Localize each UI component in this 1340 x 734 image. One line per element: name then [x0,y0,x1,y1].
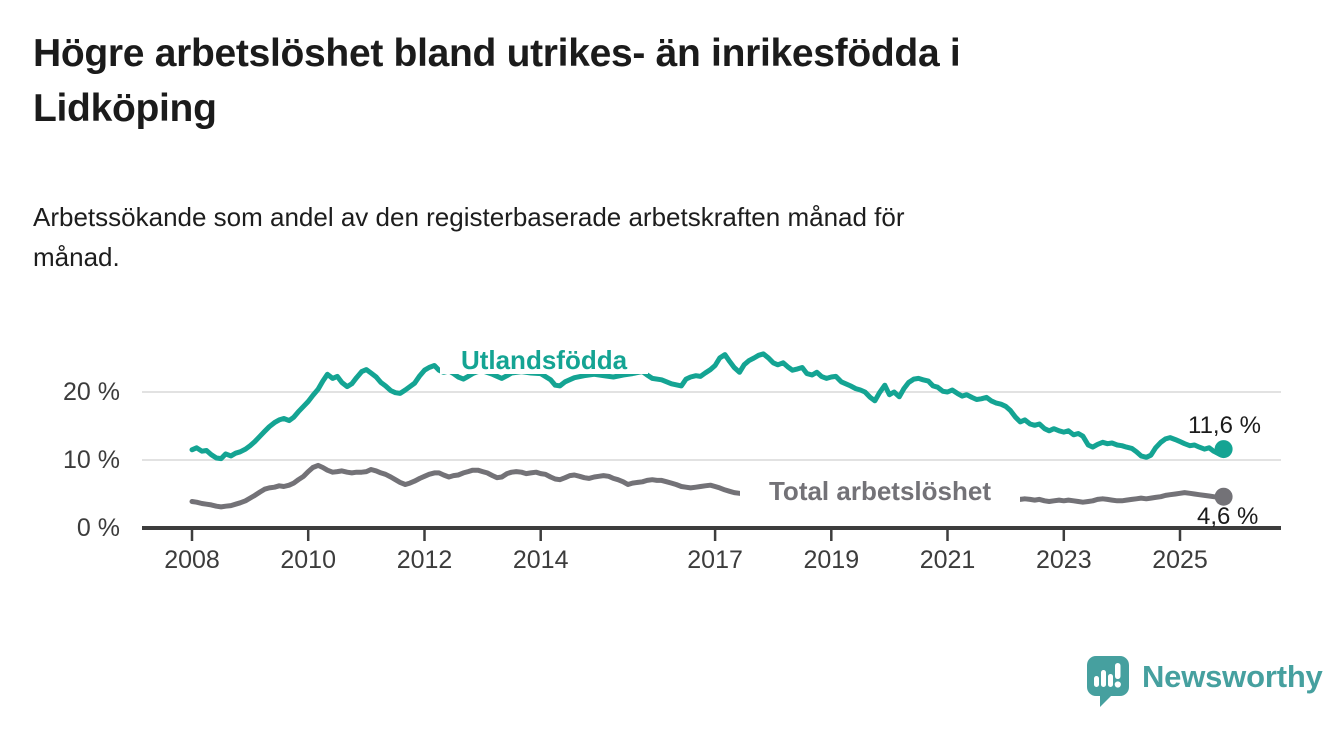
y-tick-label-0: 0 % [77,514,120,542]
end-dots [1214,440,1233,506]
gridlines [142,391,1281,461]
chart-subtitle-line2: månad. [33,242,120,273]
end-label-total: 4,6 % [1197,503,1258,530]
y-tick-label-10: 10 % [63,446,120,474]
series-lines [189,351,1227,510]
line-total-arbetsloshet [189,462,1227,510]
x-tick-label: 2014 [513,546,569,574]
logo-exclamation-bar [1115,663,1121,679]
page-title-line2: Lidköping [33,87,217,131]
series-label-utlandsfodda: Utlandsfödda [440,344,648,375]
x-tick-label: 2012 [397,546,453,574]
page-title-line1: Högre arbetslöshet bland utrikes- än inr… [33,32,961,75]
series-label-total-bg [740,475,1020,505]
x-tick-label: 2008 [164,546,220,574]
end-label-utlandsfodda: 11,6 % [1188,412,1261,439]
series-label-utlandsfodda-bg [440,344,648,374]
y-tick-label-20: 20 % [63,378,120,406]
end-dot-utlandsfodda [1214,440,1233,459]
y-axis-labels: 20 % 10 % 0 % [63,378,120,542]
logo-bar-1 [1094,676,1099,687]
page-title: Högre arbetslöshet bland utrikes- än inr… [33,26,1233,137]
x-tick-label: 2010 [280,546,336,574]
x-tick-label: 2019 [803,546,859,574]
x-tick-label: 2025 [1152,546,1208,574]
logo-text: Newsworthy [1142,659,1323,694]
series-label-total-text: Total arbetslöshet [769,476,991,506]
series-label-utlandsfodda-text: Utlandsfödda [461,345,628,375]
logo-bar-2 [1101,670,1106,687]
chart-subtitle-line1: Arbetssökande som andel av den registerb… [33,202,905,232]
x-tick-label: 2023 [1036,546,1092,574]
x-axis-labels: 2008 2010 2012 2014 2017 2019 2021 2023 2025 [164,546,1208,574]
logo-exclamation-dot [1114,681,1121,688]
x-axis-ticks [190,529,1182,541]
x-tick-label: 2021 [920,546,976,574]
newsworthy-logo: Newsworthy [1085,655,1323,707]
end-value-labels: 11,6 % 4,6 % [1188,412,1261,530]
x-tick-label: 2017 [687,546,743,574]
logo-bar-3 [1108,674,1113,687]
line-utlandsfodda [189,351,1227,462]
chart-subtitle: Arbetssökande som andel av den registerb… [33,197,1253,278]
series-label-total-arbetsloshet: Total arbetslöshet [740,475,1020,506]
newsworthy-logo-icon [1087,656,1129,707]
end-dot-total-arbetsloshet [1214,487,1233,506]
